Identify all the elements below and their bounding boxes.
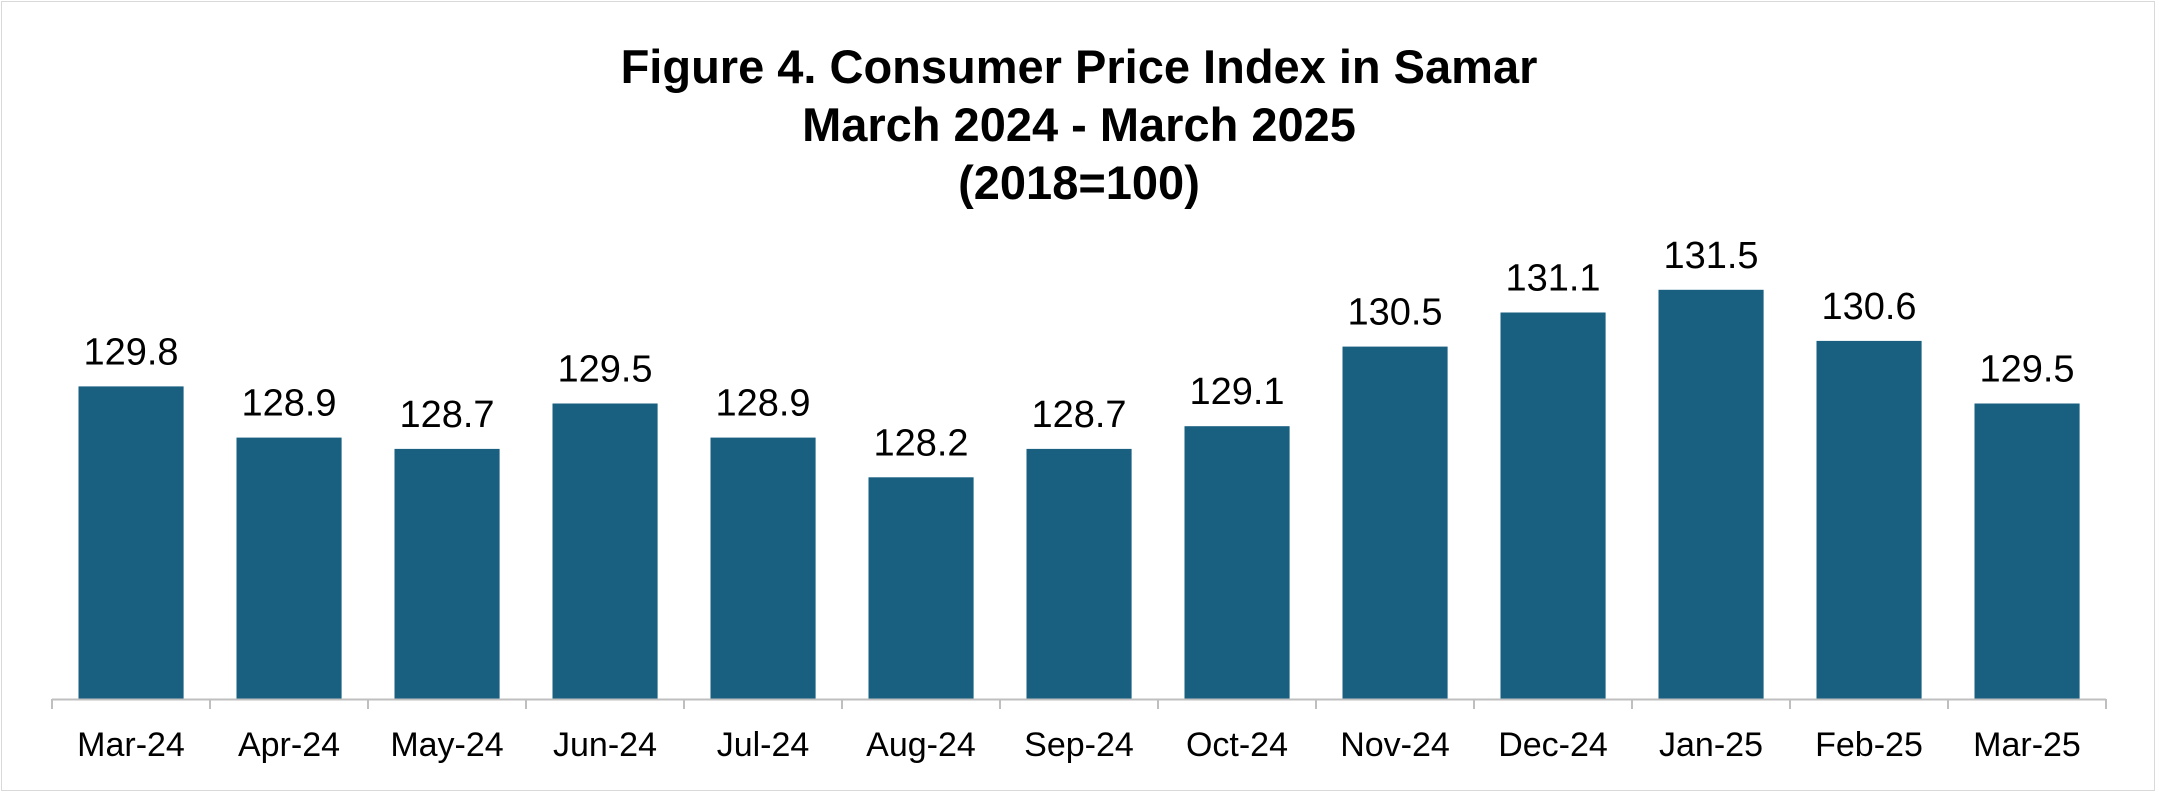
data-label: 129.1	[1189, 371, 1284, 413]
x-tick-label: Feb-25	[1815, 726, 1923, 764]
x-tick-label: Mar-25	[1973, 726, 2081, 764]
x-tick-label: Mar-24	[77, 726, 185, 764]
data-label: 131.5	[1663, 235, 1758, 277]
data-label: 128.9	[241, 383, 336, 425]
x-tick-label: Jun-24	[553, 726, 657, 764]
chart-title-line-2: March 2024 - March 2025	[802, 98, 1356, 151]
chart-title-line-1: Figure 4. Consumer Price Index in Samar	[620, 40, 1538, 93]
x-tick-label: Aug-24	[866, 726, 976, 764]
data-label: 128.7	[399, 394, 494, 436]
bar-jan-25	[1658, 289, 1764, 699]
x-tick-labels-group: Mar-24 Apr-24 May-24 Jun-24 Jul-24 Aug-24 Sep-…	[77, 726, 2081, 764]
x-tick-label: Nov-24	[1340, 726, 1450, 764]
bar-aug-24	[868, 477, 974, 699]
x-axis	[51, 698, 2107, 709]
data-label: 128.7	[1031, 394, 1126, 436]
data-label: 128.2	[873, 422, 968, 464]
bar-nov-24	[1342, 346, 1448, 699]
x-tick-label: Jan-25	[1659, 726, 1763, 764]
x-tick-label: Jul-24	[717, 726, 810, 764]
bar-mar-25	[1974, 403, 2080, 699]
x-tick-label: Sep-24	[1024, 726, 1134, 764]
data-label: 129.5	[557, 349, 652, 391]
bar-mar-24	[78, 386, 184, 699]
bar-feb-25	[1816, 340, 1922, 699]
x-tick-label: Oct-24	[1186, 726, 1288, 764]
x-tick-label: Apr-24	[238, 726, 340, 764]
x-tick-label: May-24	[390, 726, 503, 764]
chart-title-line-3: (2018=100)	[958, 156, 1200, 209]
data-label: 129.5	[1979, 349, 2074, 391]
bar-jun-24	[552, 403, 658, 699]
data-label: 131.1	[1505, 258, 1600, 300]
bar-oct-24	[1184, 426, 1290, 699]
bar-dec-24	[1500, 312, 1606, 699]
data-label: 129.8	[83, 331, 178, 373]
bars-group	[78, 289, 2080, 699]
data-label: 128.9	[715, 383, 810, 425]
chart-title: Figure 4. Consumer Price Index in Samar …	[0, 38, 2158, 212]
data-label: 130.5	[1347, 292, 1442, 334]
x-tick-label: Dec-24	[1498, 726, 1608, 764]
data-label: 130.6	[1821, 286, 1916, 328]
bar-may-24	[394, 448, 500, 699]
bar-jul-24	[710, 437, 816, 699]
bar-sep-24	[1026, 448, 1132, 699]
data-labels-group: 129.8 128.9 128.7 129.5 128.9 128.2 128.7 129.1…	[83, 235, 2074, 465]
bar-apr-24	[236, 437, 342, 699]
